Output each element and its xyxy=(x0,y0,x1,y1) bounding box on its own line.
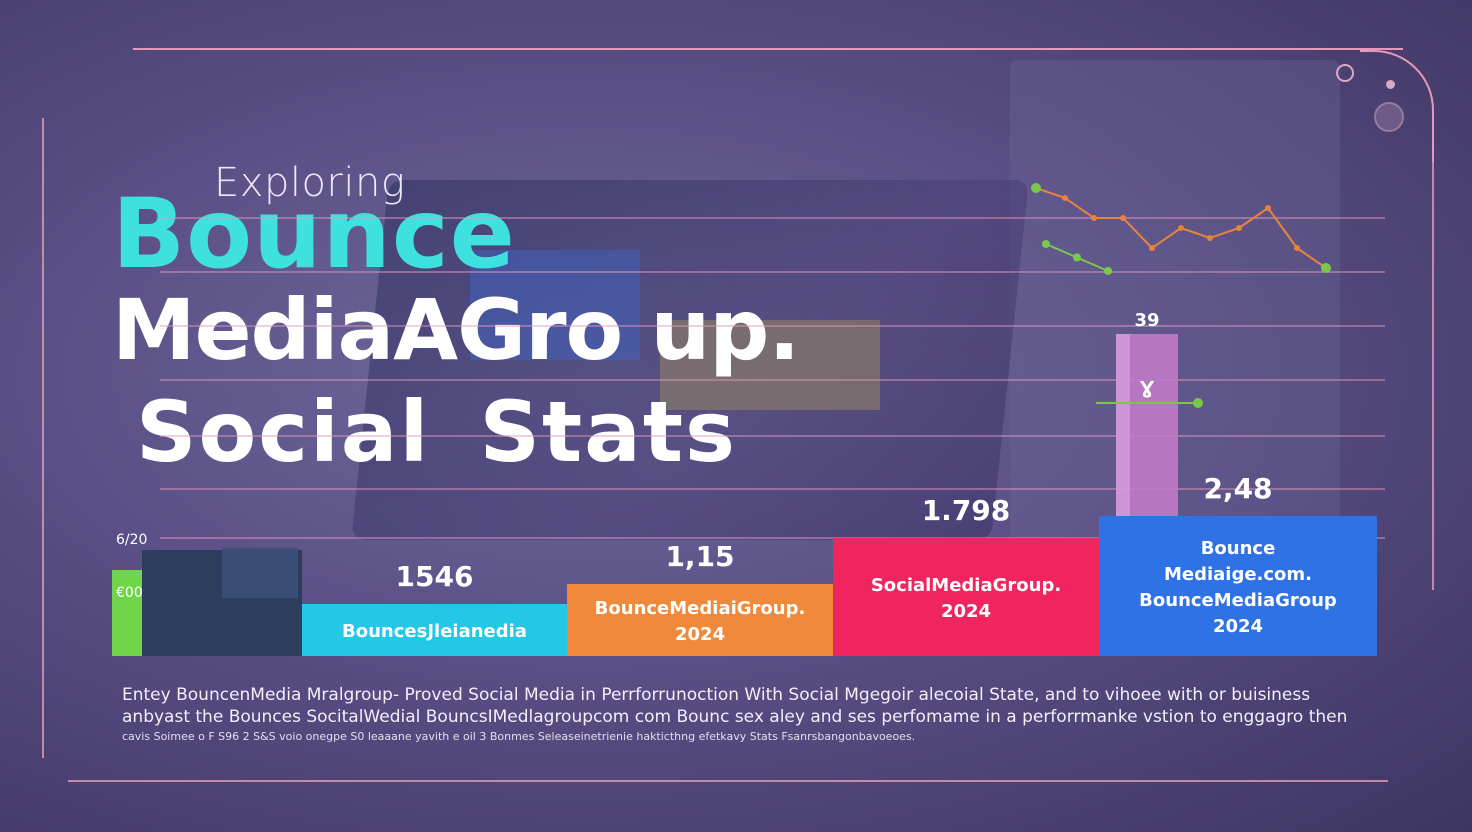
background-screen-panel xyxy=(660,320,880,410)
trend-point xyxy=(1321,263,1331,273)
title-line-3: Social Stats xyxy=(136,383,738,481)
bar-value-label: 1546 xyxy=(396,560,474,593)
footer-line: Entey BouncenMedia Mralgroup- Proved Soc… xyxy=(122,685,1311,705)
bar-category-label: 2024 xyxy=(1213,616,1263,637)
background-screen-panel xyxy=(470,250,640,360)
frame-border-bottom xyxy=(68,780,1388,782)
highlight-marker-dot xyxy=(1193,398,1203,408)
bar-category-label: 2024 xyxy=(941,601,991,622)
bars: 1546 BouncesJleianedia 1,15 BounceMediaiGro… xyxy=(112,472,1377,656)
title-line-2: MediaAGro up. xyxy=(112,281,800,379)
y-tick-label: 6/20 xyxy=(116,532,147,548)
trend-point xyxy=(1149,245,1155,251)
bar-category-label: Bounce xyxy=(1201,538,1276,559)
bar-image-thumbnail xyxy=(222,548,298,598)
decorative-circle-icon xyxy=(1374,102,1404,132)
bar-value-label: 1.798 xyxy=(922,494,1011,527)
bar-category-label: BouncesJleianedia xyxy=(342,621,527,642)
frame-border-top xyxy=(133,48,1403,50)
title-brand: Bounce xyxy=(112,178,516,290)
highlight-bar-top-label: 39 xyxy=(1134,310,1159,331)
trend-point xyxy=(1042,240,1050,248)
trend-lines xyxy=(1031,183,1331,275)
highlight-bar-group: 39 Ɣ xyxy=(1096,310,1203,516)
trend-point xyxy=(1236,225,1242,231)
decorative-circle-icon xyxy=(1336,64,1354,82)
bar-value-label: 1,15 xyxy=(665,540,734,573)
gridlines xyxy=(160,217,1385,539)
y-tick-label: €00 xyxy=(116,585,143,601)
highlight-bar-sheen xyxy=(1116,334,1130,516)
bar-category-label: BounceMediaiGroup. xyxy=(595,598,806,619)
bar-category-label: BounceMediaGroup xyxy=(1139,590,1337,611)
highlight-bar-inner-label: Ɣ xyxy=(1140,378,1155,399)
bar-category-label: Mediaige.com. xyxy=(1164,564,1312,585)
bar xyxy=(1099,516,1377,656)
trend-point xyxy=(1031,183,1041,193)
title-kicker: Exploring xyxy=(214,160,406,206)
footer-line: anbyast the Bounces SocitalWedial Bouncs… xyxy=(122,707,1348,727)
trend-point xyxy=(1104,267,1112,275)
trend-point xyxy=(1294,245,1300,251)
footer-description: Entey BouncenMedia Mralgroup- Proved Soc… xyxy=(122,684,1382,746)
trend-point xyxy=(1073,253,1081,262)
frame-border-left xyxy=(42,118,44,758)
trend-point xyxy=(1207,235,1213,241)
trend-point xyxy=(1091,215,1097,221)
trend-point xyxy=(1265,205,1271,211)
bar xyxy=(567,584,833,656)
bar-category-label: SocialMediaGroup. xyxy=(871,575,1061,596)
trend-point xyxy=(1178,225,1184,231)
decorative-dot-icon xyxy=(1386,80,1395,89)
trend-point xyxy=(1120,215,1126,221)
bar xyxy=(833,538,1099,656)
bar xyxy=(302,604,567,656)
trend-point xyxy=(1062,195,1068,201)
frame-border-right xyxy=(1432,150,1434,590)
footer-line: cavis Soimee o F S96 2 S&S voio onegpe S… xyxy=(122,730,916,743)
y-tick-labels: 6/20 €00 xyxy=(116,532,147,601)
bar-value-label: 2,48 xyxy=(1203,472,1272,505)
bar-category-label: 2024 xyxy=(675,624,725,645)
